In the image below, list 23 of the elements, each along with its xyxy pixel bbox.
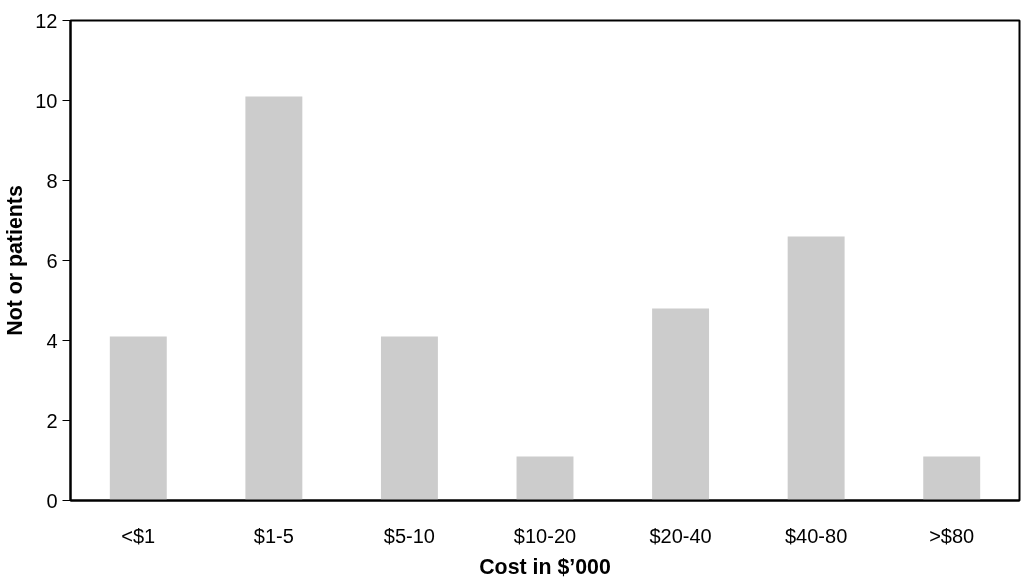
x-tick-label: >$80 <box>929 524 975 547</box>
x-tick-label: <$1 <box>121 524 156 547</box>
x-tick-label: $20-40 <box>649 524 712 547</box>
y-tick-label: 2 <box>46 409 58 432</box>
y-tick-label: 0 <box>46 489 58 512</box>
bar <box>109 336 167 501</box>
y-tick-label: 6 <box>46 249 58 272</box>
bar <box>652 308 710 501</box>
bar <box>787 236 845 501</box>
y-tick-label: 10 <box>35 89 58 112</box>
y-axis-title: Not or patients <box>3 185 28 336</box>
x-tick-label: $5-10 <box>383 524 436 547</box>
y-tick-label: 8 <box>46 169 58 192</box>
bar <box>923 456 981 501</box>
bar <box>380 336 438 501</box>
bar <box>516 456 574 501</box>
x-axis-title: Cost in $’000 <box>479 554 611 579</box>
y-tick-label: 12 <box>35 9 58 32</box>
bar <box>245 96 303 501</box>
x-tick-label: $10-20 <box>513 524 577 547</box>
y-tick-label: 4 <box>46 329 58 352</box>
x-tick-label: $1-5 <box>253 524 294 547</box>
x-tick-label: $40-80 <box>785 524 848 547</box>
